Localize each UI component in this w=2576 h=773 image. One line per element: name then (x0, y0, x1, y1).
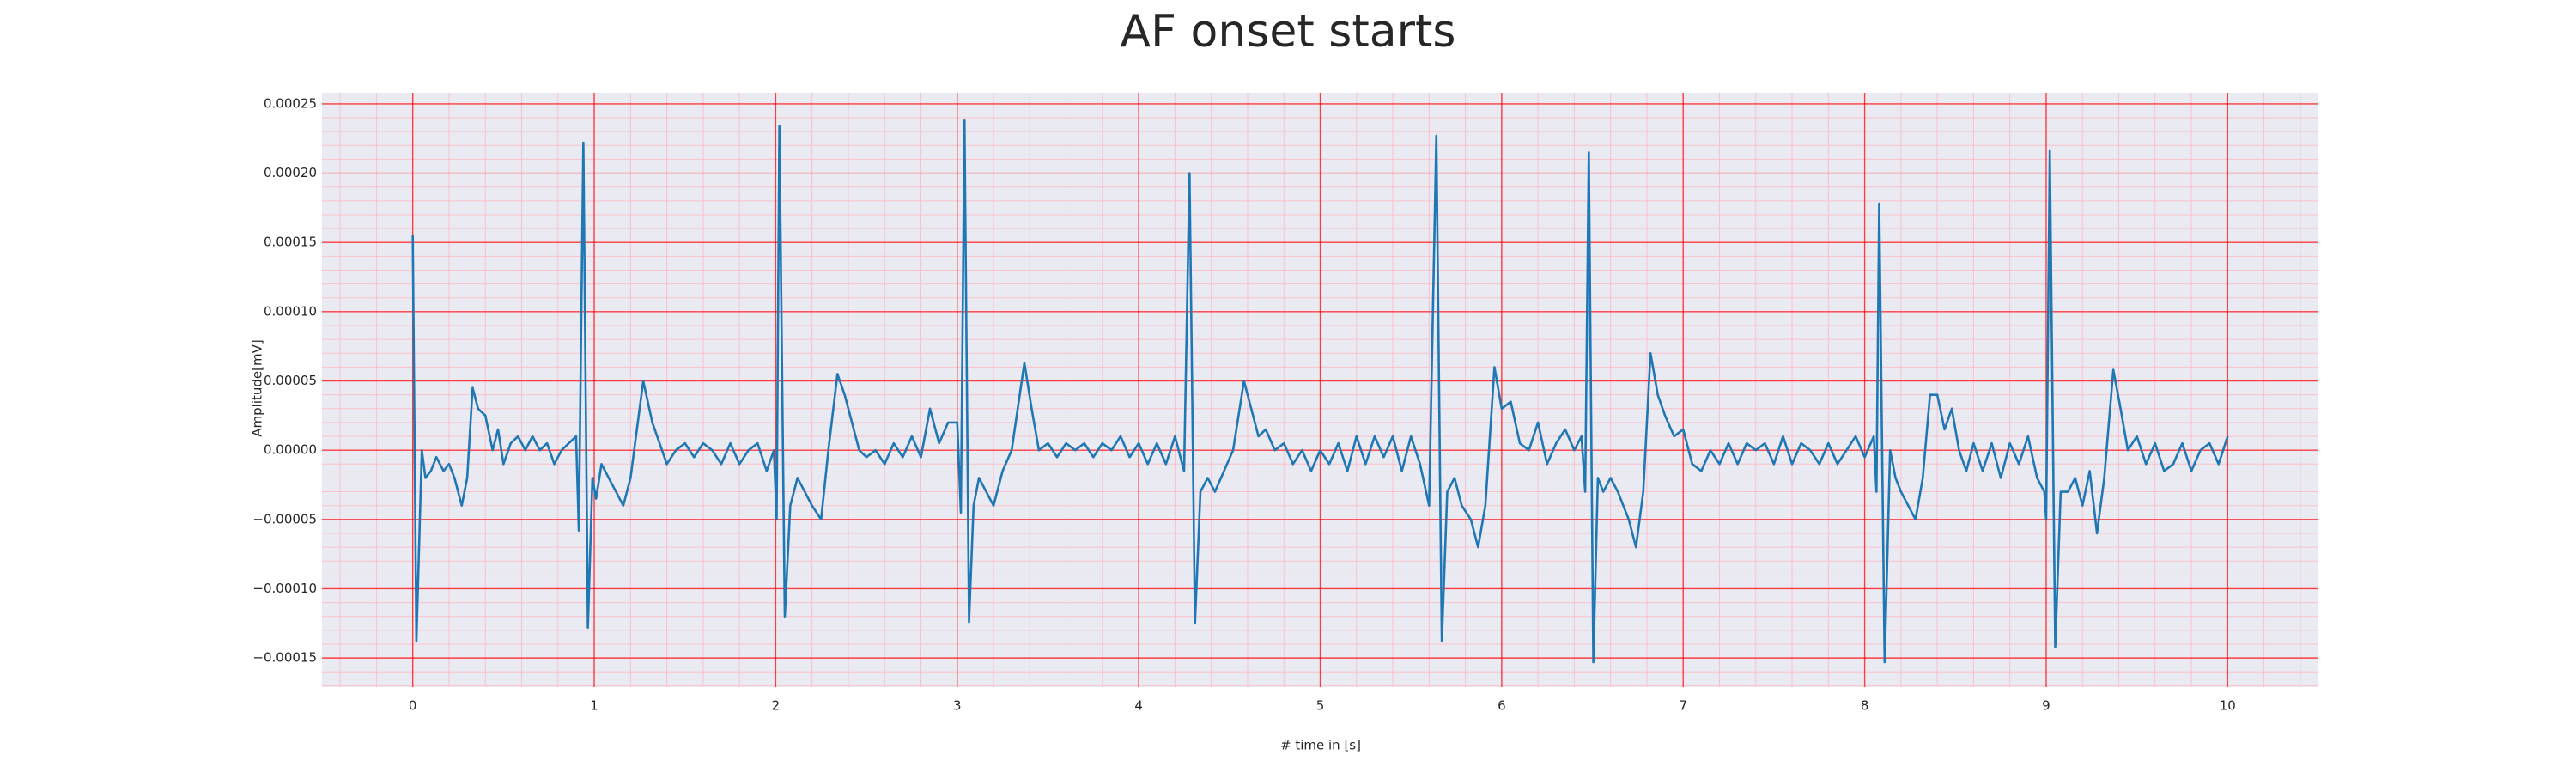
y-tick-label: −0.00010 (252, 581, 317, 596)
ecg-line (411, 119, 2229, 664)
y-axis-label: Amplitude[mV] (250, 339, 265, 436)
x-tick-label: 8 (1861, 698, 1869, 714)
x-axis-label: # time in [s] (1280, 738, 1361, 753)
x-tick-label: 6 (1498, 698, 1506, 714)
x-tick-label: 5 (1316, 698, 1325, 714)
x-tick-label: 1 (590, 698, 598, 714)
x-tick-label: 0 (409, 698, 417, 714)
x-tick-label: 7 (1679, 698, 1687, 714)
y-tick-label: 0.00020 (264, 165, 317, 180)
chart-title: AF onset starts (1121, 6, 1456, 58)
x-tick-label: 2 (772, 698, 781, 714)
y-tick-label: 0.00025 (264, 95, 317, 111)
y-tick-label: −0.00005 (252, 511, 317, 526)
y-tick-label: 0.00005 (264, 373, 317, 388)
y-tick-label: 0.00010 (264, 303, 317, 319)
x-tick-label: 3 (953, 698, 962, 714)
x-tick-label: 10 (2220, 698, 2236, 714)
x-tick-label: 4 (1134, 698, 1143, 714)
grid (322, 93, 2318, 687)
y-tick-label: 0.00015 (264, 234, 317, 250)
y-tick-label: 0.00000 (264, 442, 317, 458)
y-tick-label: −0.00015 (252, 650, 317, 666)
x-tick-label: 9 (2042, 698, 2050, 714)
